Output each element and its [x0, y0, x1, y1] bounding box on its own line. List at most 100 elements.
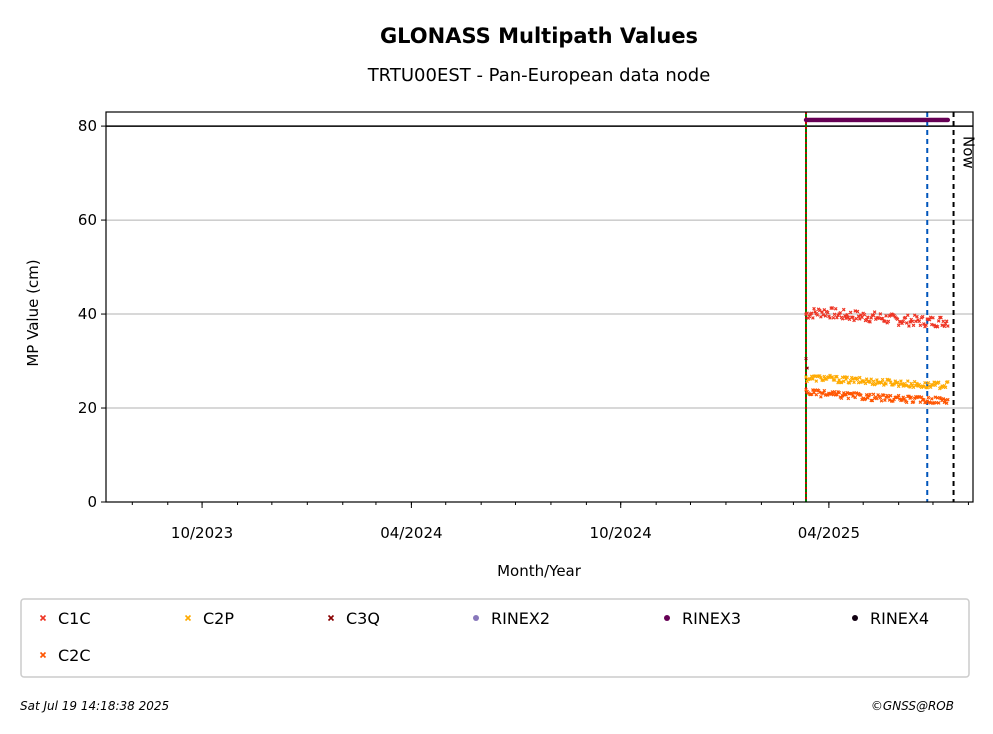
data-point [871, 313, 876, 318]
data-point [902, 397, 907, 401]
y-tick-label: 20 [78, 399, 97, 417]
series-c2c [804, 388, 950, 406]
data-point [884, 313, 888, 318]
data-point [911, 323, 916, 328]
footer-timestamp: Sat Jul 19 14:18:38 2025 [20, 699, 169, 713]
data-point [846, 315, 851, 320]
data-point [943, 385, 948, 390]
data-point [843, 313, 847, 318]
series-rinex3 [803, 117, 951, 123]
legend-item-rinex3: RINEX3 [664, 609, 741, 628]
y-tick-label: 60 [78, 211, 97, 229]
legend-label: RINEX2 [491, 609, 550, 628]
data-point [852, 380, 856, 385]
data-point [931, 315, 935, 320]
data-point [855, 309, 860, 314]
legend-item-c1c: C1C [39, 609, 91, 628]
data-point [805, 366, 809, 370]
data-point [907, 324, 911, 328]
data-point [856, 314, 861, 319]
data-point [878, 312, 883, 316]
data-point [821, 312, 825, 317]
legend-marker [473, 615, 479, 621]
data-point [875, 378, 879, 382]
data-point [863, 397, 868, 401]
data-point [936, 401, 941, 405]
data-point [879, 380, 884, 385]
x-tick-label: 10/2023 [171, 524, 233, 542]
data-point [913, 319, 918, 324]
data-point [869, 316, 874, 320]
data-point [886, 319, 891, 324]
data-point [887, 378, 892, 382]
data-point [811, 316, 815, 320]
data-point [887, 398, 892, 402]
data-point [901, 384, 906, 388]
data-point [822, 388, 827, 393]
legend-marker [39, 651, 47, 659]
data-point [895, 317, 900, 322]
data-point [896, 323, 901, 328]
data-point [873, 381, 878, 386]
data-point [926, 395, 931, 400]
data-point [936, 380, 941, 385]
data-point [880, 377, 885, 382]
data-point [883, 398, 887, 403]
data-point [881, 383, 886, 387]
data-point [845, 390, 850, 395]
y-axis-label: MP Value (cm) [24, 259, 42, 366]
data-point [871, 392, 876, 397]
data-point [830, 375, 835, 379]
series-c3q [804, 356, 809, 370]
data-point [804, 356, 808, 361]
legend-item-c3q: C3Q [327, 609, 380, 628]
chart-title: GLONASS Multipath Values [380, 24, 698, 48]
series-c1c [804, 306, 950, 329]
data-point [811, 377, 815, 381]
legend-frame [20, 598, 970, 678]
data-point [854, 316, 859, 321]
data-point [814, 379, 819, 383]
data-point [851, 315, 855, 320]
data-point [862, 312, 867, 317]
data-point [847, 381, 852, 385]
data-point [833, 306, 838, 311]
y-tick-label: 80 [78, 117, 97, 135]
data-point [944, 319, 949, 324]
data-point [840, 393, 845, 398]
data-point [915, 381, 919, 386]
legend-marker [852, 615, 858, 621]
data-point [929, 322, 934, 327]
data-point [844, 392, 848, 397]
legend-item-c2p: C2P [184, 609, 234, 628]
data-point [929, 397, 934, 401]
data-point [878, 395, 883, 400]
data-point [832, 390, 837, 394]
data-point [935, 324, 940, 329]
legend-label: C2C [58, 646, 91, 665]
data-point [939, 315, 943, 320]
data-point [839, 380, 844, 385]
data-point [814, 392, 819, 397]
data-point [819, 395, 823, 399]
data-point [865, 395, 870, 400]
footer-copyright: ©GNSS@ROB [871, 699, 954, 713]
data-point [913, 383, 918, 388]
data-point [832, 312, 837, 317]
data-point [851, 394, 855, 398]
axes-frame [105, 111, 974, 503]
data-point [857, 375, 862, 380]
plot-area: 0 20 40 60 80 10/2023 04/2024 10/2024 04/2025 Now [78, 111, 978, 542]
legend-label: C2P [203, 609, 234, 628]
data-point [837, 390, 841, 395]
data-point [941, 397, 946, 401]
legend-marker [39, 614, 47, 622]
data-point [936, 319, 941, 323]
legend-marker [327, 614, 335, 622]
data-point [807, 314, 812, 319]
data-point [908, 320, 912, 324]
legend-label: RINEX4 [870, 609, 929, 628]
data-point [849, 391, 854, 396]
data-point [805, 311, 809, 316]
data-point [822, 374, 827, 379]
